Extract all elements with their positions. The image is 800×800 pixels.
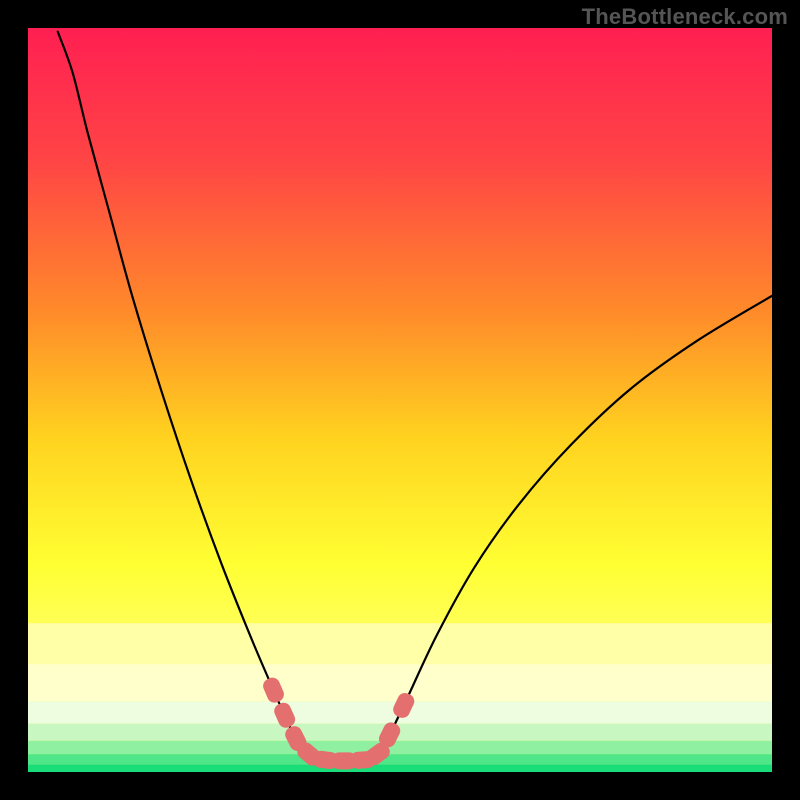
bottom-band (28, 754, 772, 764)
bottom-band (28, 765, 772, 772)
bottom-band (28, 623, 772, 664)
bottleneck-chart (0, 0, 800, 800)
watermark-text: TheBottleneck.com (582, 4, 788, 30)
bottom-band (28, 741, 772, 754)
plot-area (28, 28, 772, 772)
chart-stage: TheBottleneck.com (0, 0, 800, 800)
